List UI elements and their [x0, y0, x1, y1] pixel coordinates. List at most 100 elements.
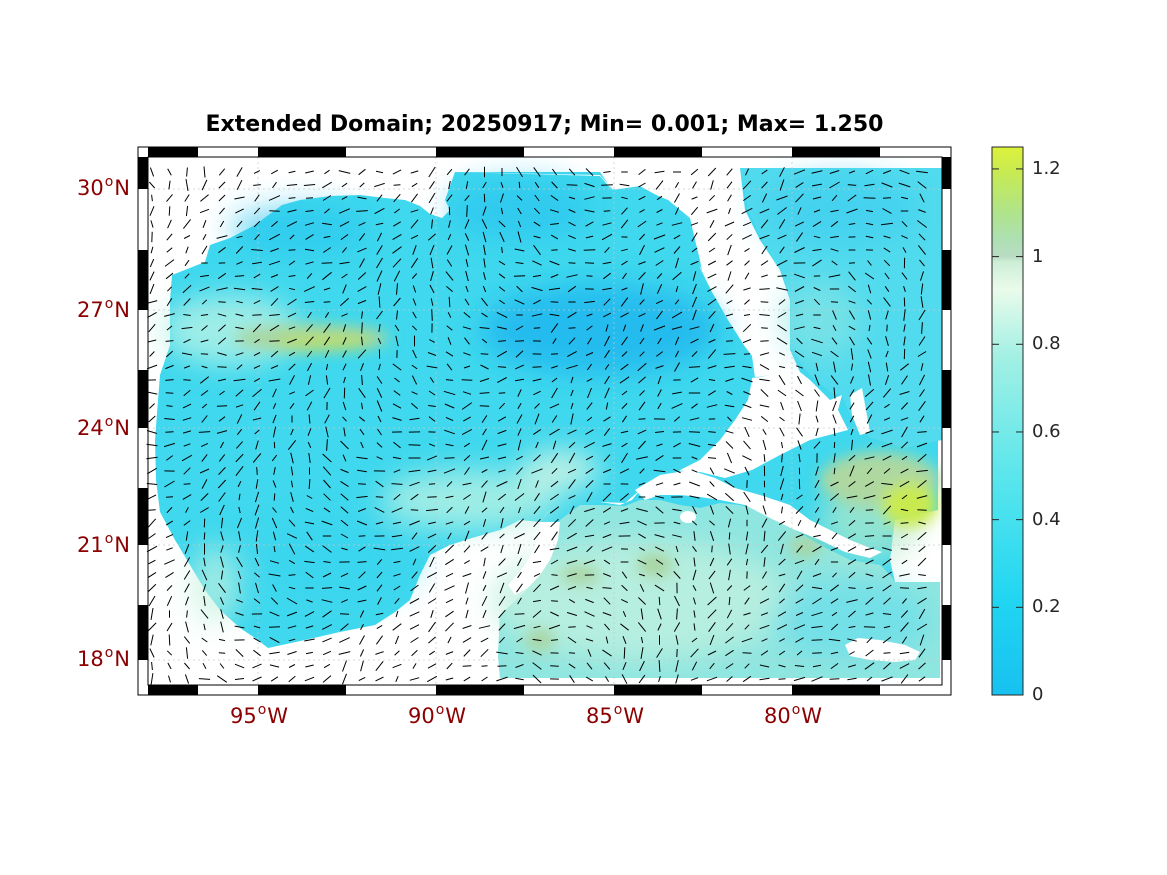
current-vector [709, 557, 715, 567]
current-vector [238, 582, 241, 594]
current-vector [217, 479, 227, 489]
current-vector [517, 597, 522, 605]
current-vector [288, 351, 296, 357]
current-vector [340, 533, 349, 539]
current-vector [885, 336, 889, 346]
current-vector [672, 534, 682, 538]
current-vector [376, 558, 383, 566]
current-vector [236, 428, 243, 436]
current-vector [445, 379, 454, 381]
current-vector [814, 374, 820, 386]
current-vector [778, 299, 786, 305]
current-vector [724, 492, 735, 502]
current-vector [444, 429, 455, 435]
current-vector [811, 611, 823, 617]
current-vector [480, 546, 489, 552]
current-vector [830, 662, 839, 670]
current-vector [690, 260, 699, 266]
current-vector [848, 223, 856, 225]
current-vector [865, 612, 874, 616]
current-vector [813, 209, 821, 213]
current-vector [497, 456, 507, 460]
current-vector [428, 621, 436, 633]
current-vector [325, 426, 329, 438]
current-vector [797, 519, 802, 527]
current-vector [515, 677, 524, 681]
current-vector [658, 675, 661, 683]
current-vector [690, 168, 699, 176]
current-vector [202, 220, 207, 228]
current-vector [516, 637, 523, 643]
current-vector [409, 624, 420, 630]
current-vector [358, 676, 366, 682]
current-vector [288, 287, 296, 291]
current-vector [761, 274, 768, 278]
current-vector [182, 284, 192, 294]
current-vector [811, 625, 823, 629]
current-vector [391, 547, 403, 551]
current-vector [866, 442, 873, 448]
current-vector [322, 637, 332, 643]
current-vector [620, 219, 629, 229]
current-vector [901, 636, 908, 644]
current-vector [778, 219, 786, 229]
current-vector [603, 335, 611, 347]
current-vector [777, 531, 787, 541]
current-vector [548, 287, 561, 291]
current-vector [865, 559, 874, 565]
current-vector [621, 571, 628, 579]
current-vector [760, 612, 769, 616]
current-vector [185, 507, 189, 513]
current-vector [567, 636, 577, 644]
current-vector [499, 231, 505, 243]
current-vector [236, 220, 243, 228]
current-vector [234, 196, 245, 200]
current-vector [532, 662, 542, 670]
current-vector [445, 271, 454, 281]
current-vector [481, 297, 488, 307]
current-vector [621, 351, 628, 357]
current-vector [603, 662, 611, 670]
current-vector [392, 403, 402, 409]
current-vector [323, 507, 331, 513]
current-vector [166, 595, 173, 607]
current-vector [481, 415, 488, 423]
current-vector [603, 428, 611, 436]
current-vector [201, 637, 208, 643]
current-vector [743, 491, 751, 503]
current-vector [779, 598, 785, 604]
current-vector [288, 260, 296, 266]
current-vector [322, 610, 332, 618]
current-vector [638, 312, 646, 318]
current-vector [373, 547, 386, 551]
current-vector [444, 403, 455, 409]
current-vector [568, 337, 576, 345]
current-vector [496, 572, 508, 578]
current-vector [866, 299, 873, 305]
current-vector [709, 520, 715, 526]
current-vector [798, 413, 801, 425]
current-vector [884, 403, 890, 409]
current-vector [691, 403, 698, 409]
current-vector [253, 649, 261, 657]
current-vector [340, 440, 349, 450]
current-vector [780, 465, 784, 477]
current-vector [533, 299, 541, 305]
current-vector [164, 559, 175, 565]
current-vector [867, 260, 872, 266]
current-vector [639, 337, 645, 345]
current-vector [851, 439, 853, 451]
current-vector [339, 221, 350, 227]
current-vector [483, 271, 486, 281]
current-vector [760, 219, 769, 229]
current-vector [429, 181, 435, 189]
current-vector [201, 415, 208, 423]
current-vector [620, 598, 629, 604]
current-vector [342, 401, 347, 411]
current-vector [533, 390, 541, 396]
current-vector [849, 651, 855, 655]
current-vector [361, 322, 363, 334]
current-vector [568, 196, 576, 200]
current-vector [900, 508, 909, 512]
